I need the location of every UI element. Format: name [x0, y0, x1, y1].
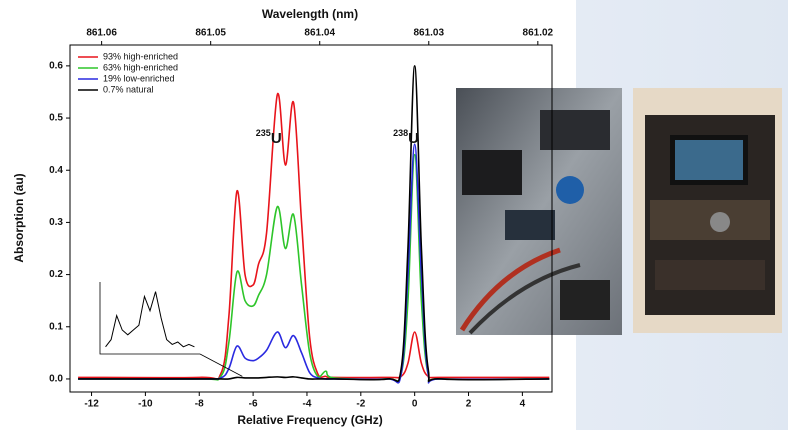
isotope-symbol: U [271, 130, 282, 147]
x2-axis-title: Wavelength (nm) [262, 7, 358, 21]
legend-label: 0.7% natural [103, 84, 154, 94]
x-tick-label: 0 [412, 399, 418, 410]
x-tick-label: -4 [303, 399, 312, 410]
legend-label: 19% low-enriched [103, 73, 175, 83]
x2-tick-label: 861.02 [523, 28, 554, 39]
x2-tick-label: 861.06 [86, 28, 117, 39]
x-axis-title: Relative Frequency (GHz) [237, 413, 382, 427]
x-tick-label: -10 [138, 399, 153, 410]
x-tick-label: -6 [249, 399, 258, 410]
photo-instrument [633, 88, 782, 333]
isotope-label: 238U [393, 128, 419, 147]
series-line [78, 143, 550, 384]
y-tick-label: 0.4 [49, 165, 63, 176]
inset-axes [99, 282, 200, 355]
isotope-mass: 238 [393, 128, 408, 138]
y-tick-label: 0.6 [49, 61, 63, 72]
x2-tick-label: 861.04 [304, 28, 335, 39]
legend-label: 63% high-enriched [103, 62, 178, 72]
isotope-label: 235U [256, 128, 282, 147]
series-line [78, 92, 550, 381]
legend-label: 93% high-enriched [103, 51, 178, 61]
series-line [78, 65, 550, 383]
x2-tick-label: 861.05 [195, 28, 226, 39]
inset-pointer [199, 353, 243, 377]
inset-line [105, 291, 195, 348]
x-tick-label: -2 [356, 399, 365, 410]
y-tick-label: 0.1 [49, 321, 63, 332]
isotope-mass: 235 [256, 128, 271, 138]
x-tick-label: 4 [520, 399, 526, 410]
y-axis-title: Absorption (au) [12, 173, 26, 262]
isotope-symbol: U [408, 130, 419, 147]
x-tick-label: 2 [466, 399, 472, 410]
x-tick-label: -8 [195, 399, 204, 410]
y-tick-label: 0.3 [49, 217, 63, 228]
y-tick-label: 0.5 [49, 113, 63, 124]
y-tick-label: 0.0 [49, 374, 63, 385]
x2-tick-label: 861.03 [413, 28, 444, 39]
plot-frame [69, 44, 553, 393]
photo-lab [456, 88, 622, 335]
x-tick-label: -12 [84, 399, 99, 410]
y-tick-label: 0.2 [49, 269, 63, 280]
